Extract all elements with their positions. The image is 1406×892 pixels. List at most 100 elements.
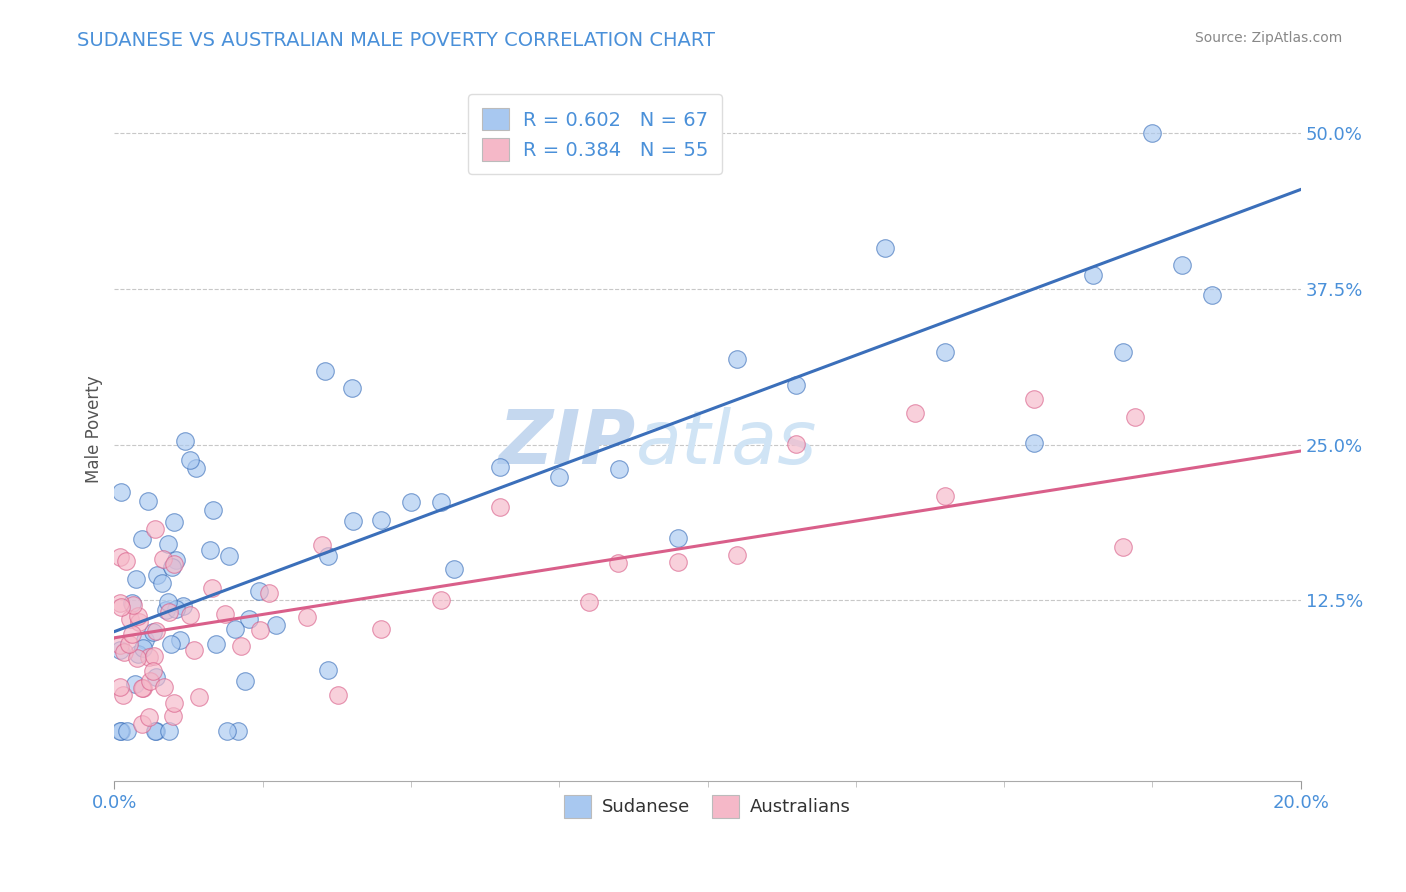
Point <box>127 609 149 624</box>
Point <box>146 567 169 582</box>
Point <box>316 549 339 563</box>
Point <box>110 638 132 652</box>
Point <box>121 598 143 612</box>
Point <box>231 639 253 653</box>
Point <box>1112 540 1135 554</box>
Point <box>429 593 451 607</box>
Point <box>112 644 135 658</box>
Point <box>1022 392 1045 406</box>
Point <box>311 538 333 552</box>
Point <box>169 632 191 647</box>
Point <box>125 572 148 586</box>
Point <box>725 351 748 366</box>
Point <box>110 643 132 657</box>
Point <box>399 495 422 509</box>
Point <box>201 581 224 595</box>
Point <box>163 516 186 530</box>
Point <box>121 596 143 610</box>
Text: Source: ZipAtlas.com: Source: ZipAtlas.com <box>1195 31 1343 45</box>
Point <box>934 345 956 359</box>
Point <box>266 617 288 632</box>
Point <box>112 688 135 702</box>
Point <box>340 381 363 395</box>
Point <box>132 640 155 655</box>
Point <box>128 615 150 629</box>
Point <box>725 548 748 562</box>
Point <box>118 611 141 625</box>
Point <box>198 543 221 558</box>
Point <box>155 603 177 617</box>
Point <box>156 594 179 608</box>
Point <box>110 724 132 739</box>
Point <box>1112 345 1135 359</box>
Point <box>174 434 197 448</box>
Point <box>115 554 138 568</box>
Point <box>163 696 186 710</box>
Point <box>326 688 349 702</box>
Point <box>666 555 689 569</box>
Point <box>443 562 465 576</box>
Point <box>110 599 132 614</box>
Point <box>136 493 159 508</box>
Point <box>1022 436 1045 450</box>
Point <box>184 460 207 475</box>
Point <box>142 665 165 679</box>
Point <box>143 648 166 663</box>
Point <box>121 627 143 641</box>
Point <box>187 690 209 704</box>
Legend: Sudanese, Australians: Sudanese, Australians <box>557 789 858 825</box>
Point <box>316 663 339 677</box>
Point <box>785 378 807 392</box>
Point <box>489 500 512 514</box>
Text: SUDANESE VS AUSTRALIAN MALE POVERTY CORRELATION CHART: SUDANESE VS AUSTRALIAN MALE POVERTY CORR… <box>77 31 716 50</box>
Point <box>214 607 236 622</box>
Text: atlas: atlas <box>637 408 818 479</box>
Point <box>159 637 181 651</box>
Point <box>165 601 187 615</box>
Point <box>127 647 149 661</box>
Point <box>163 557 186 571</box>
Point <box>142 624 165 639</box>
Point <box>145 670 167 684</box>
Point <box>233 673 256 688</box>
Point <box>548 469 571 483</box>
Point <box>143 523 166 537</box>
Point <box>934 489 956 503</box>
Point <box>666 531 689 545</box>
Point <box>172 599 194 613</box>
Point <box>607 461 630 475</box>
Point <box>131 716 153 731</box>
Point <box>1142 127 1164 141</box>
Point <box>134 632 156 647</box>
Point <box>157 536 180 550</box>
Point <box>162 709 184 723</box>
Point <box>179 607 201 622</box>
Point <box>295 610 318 624</box>
Point <box>131 532 153 546</box>
Point <box>183 642 205 657</box>
Point <box>139 674 162 689</box>
Point <box>110 550 132 565</box>
Point <box>131 681 153 695</box>
Point <box>115 724 138 739</box>
Point <box>249 624 271 638</box>
Point <box>153 680 176 694</box>
Text: ZIP: ZIP <box>499 407 637 480</box>
Point <box>110 596 132 610</box>
Point <box>1123 410 1146 425</box>
Point <box>904 406 927 420</box>
Point <box>150 575 173 590</box>
Point <box>489 460 512 475</box>
Point <box>131 681 153 695</box>
Point <box>342 514 364 528</box>
Point <box>1171 258 1194 272</box>
Point <box>1201 287 1223 301</box>
Point <box>785 437 807 451</box>
Point <box>157 605 180 619</box>
Point <box>314 364 336 378</box>
Point <box>124 677 146 691</box>
Point <box>204 638 226 652</box>
Point <box>370 622 392 636</box>
Point <box>1081 268 1104 282</box>
Point <box>145 724 167 739</box>
